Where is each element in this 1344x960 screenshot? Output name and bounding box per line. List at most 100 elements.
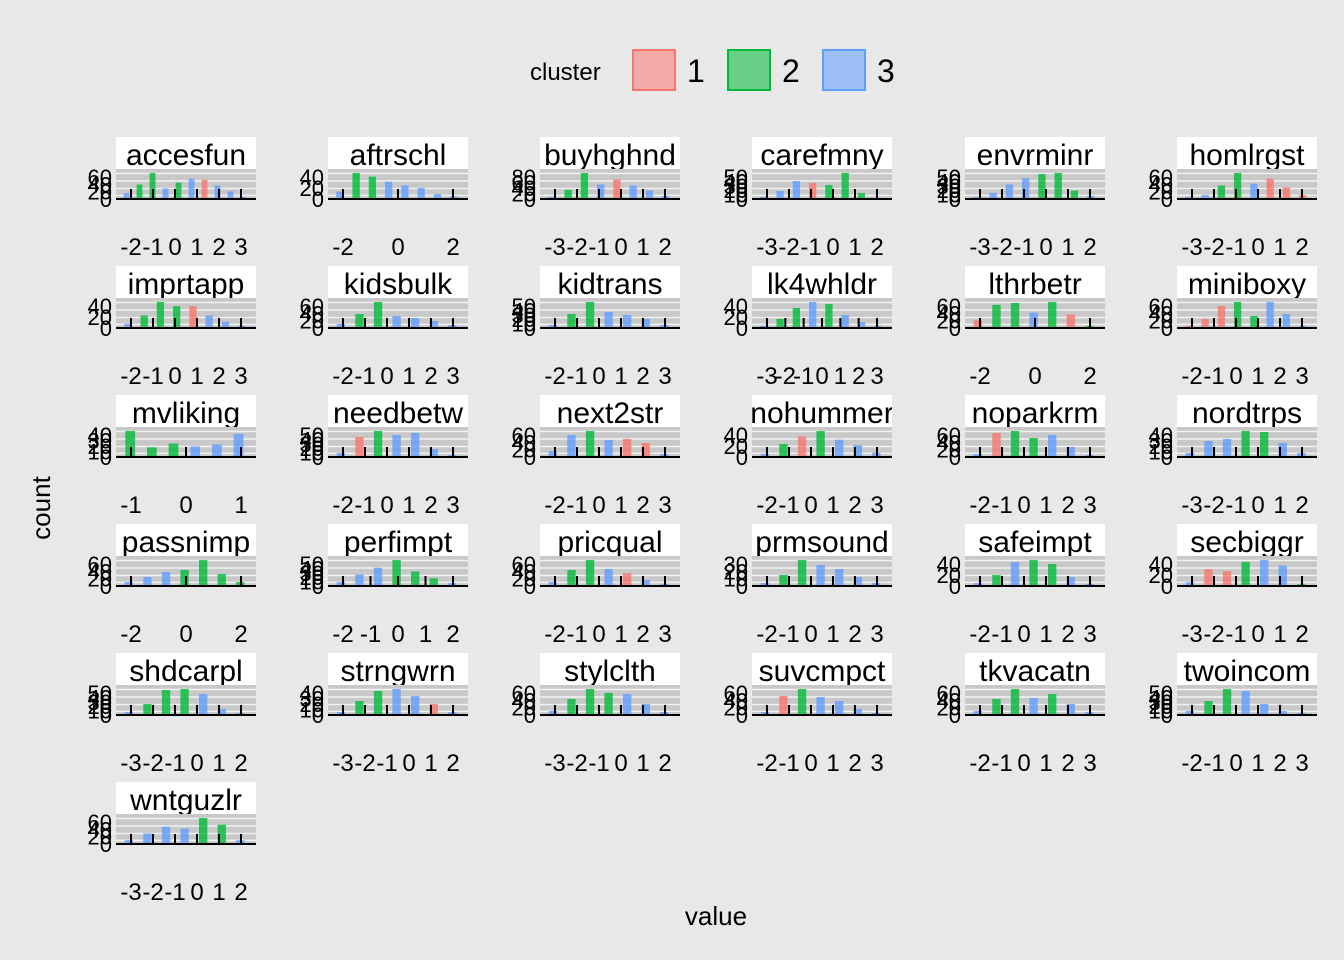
facet-strip <box>752 266 892 298</box>
bar <box>1241 561 1250 586</box>
bar <box>143 577 152 586</box>
y-tick-label: 0 <box>1161 574 1173 599</box>
x-tick-label: 3 <box>234 234 247 261</box>
y-tick-label: 40 <box>937 430 961 455</box>
facet-title: lk4whldr <box>767 268 877 301</box>
facet-strip <box>116 137 256 169</box>
y-tick-label: 0 <box>1161 316 1173 341</box>
bar <box>604 440 613 457</box>
x-tick-label: -3 <box>1181 234 1202 261</box>
y-tick-label: 40 <box>512 298 536 323</box>
y-tick-label: 20 <box>1149 180 1173 205</box>
bar <box>1054 173 1062 199</box>
bar <box>233 433 244 457</box>
y-tick-label: 60 <box>300 294 324 319</box>
bar <box>373 567 383 586</box>
x-tick-label: -1 <box>800 234 821 261</box>
x-tick-label: -3 <box>544 234 565 261</box>
y-tick-label: 40 <box>512 430 536 455</box>
x-tick-label: 0 <box>1251 621 1264 648</box>
bar <box>1250 316 1258 328</box>
y-tick-label: 20 <box>512 182 536 207</box>
bar <box>641 580 650 586</box>
x-tick-label: 1 <box>402 492 415 519</box>
bar <box>1201 195 1209 199</box>
x-tick-label: 1 <box>1251 750 1264 777</box>
x-tick-label: -2 <box>142 879 163 906</box>
x-tick-label: 0 <box>614 234 627 261</box>
facet-strip <box>965 137 1105 169</box>
y-tick-label: 20 <box>88 825 112 850</box>
bar <box>429 321 438 328</box>
x-tick-label: 1 <box>212 750 225 777</box>
bar <box>641 704 650 715</box>
facet-title: kidsbulk <box>344 268 453 301</box>
bar <box>214 185 221 199</box>
x-tick-label: 2 <box>848 750 861 777</box>
facet-title: perfimpt <box>344 526 453 559</box>
x-tick-label: 1 <box>614 363 627 390</box>
bar <box>776 191 784 199</box>
x-tick-label: 3 <box>1083 750 1096 777</box>
y-tick-label: 20 <box>937 438 961 463</box>
x-tick-label: 0 <box>614 750 627 777</box>
bar <box>217 824 226 844</box>
bar <box>336 324 346 328</box>
facet-title: tkvacatn <box>979 655 1091 688</box>
bar <box>585 560 595 586</box>
bar <box>1005 184 1014 199</box>
x-tick-label: -1 <box>1225 621 1246 648</box>
bar <box>355 701 364 715</box>
x-tick-label: 1 <box>636 234 649 261</box>
y-tick-label: 20 <box>88 305 112 330</box>
bar <box>429 578 438 586</box>
bar <box>1234 173 1242 199</box>
y-tick-label: 30 <box>88 429 112 454</box>
facet-title: strngwrn <box>340 655 455 688</box>
bar <box>1204 701 1213 715</box>
x-tick-label: 0 <box>815 363 828 390</box>
facet-title: twoincom <box>1184 655 1311 688</box>
facet-title: kidtrans <box>557 268 662 301</box>
bar <box>1250 183 1258 199</box>
facet-strip <box>328 653 468 685</box>
y-tick-label: 20 <box>300 176 324 201</box>
y-tick-label: 20 <box>937 178 961 203</box>
bar <box>567 435 576 457</box>
y-tick-label: 20 <box>88 694 112 719</box>
legend-label-2: 2 <box>782 53 800 89</box>
bar <box>989 192 997 199</box>
bar <box>124 840 134 844</box>
bar <box>776 319 784 328</box>
bar <box>760 583 770 586</box>
facet-strip <box>1177 266 1317 298</box>
y-tick-label: 10 <box>300 698 324 723</box>
facet-title: shdcarpl <box>129 655 242 688</box>
y-tick-label: 10 <box>512 312 536 337</box>
facet-title: passnimp <box>122 526 250 559</box>
x-tick-label: 2 <box>1273 750 1286 777</box>
x-tick-label: 1 <box>212 879 225 906</box>
bar <box>760 453 770 457</box>
bar <box>1048 564 1057 586</box>
facet-strip <box>328 395 468 427</box>
x-tick-label: 1 <box>190 363 203 390</box>
x-tick-label: 1 <box>1251 363 1264 390</box>
bar <box>392 560 401 586</box>
facet-strip <box>116 266 256 298</box>
x-tick-label: 2 <box>1061 621 1074 648</box>
bar <box>779 575 788 586</box>
bar <box>567 699 576 715</box>
y-tick-label: 30 <box>300 432 324 457</box>
x-tick-label: 2 <box>1061 750 1074 777</box>
bar <box>221 321 230 328</box>
bar <box>124 323 132 328</box>
facet-title: noparkrm <box>972 397 1099 430</box>
